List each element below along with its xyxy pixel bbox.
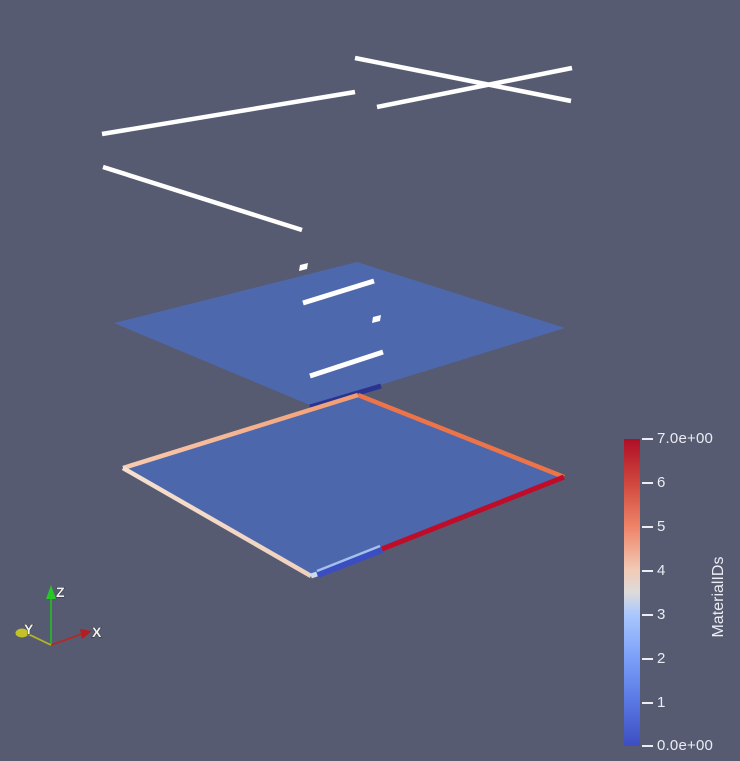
x-axis-line xyxy=(50,633,83,646)
floating-edge-lines xyxy=(101,55,573,233)
upper-plane-white-line xyxy=(302,278,375,306)
floating-edge-line xyxy=(376,65,573,110)
upper-plane-navy-edge xyxy=(309,383,382,410)
y-axis-arrow-icon xyxy=(15,628,29,638)
edge-salmon xyxy=(122,392,359,471)
y-axis-line xyxy=(27,633,52,646)
edge-pale-blue-tip xyxy=(310,571,318,579)
colorbar-tick-label: 0.0e+00 xyxy=(657,737,714,754)
floating-edge-line xyxy=(102,164,303,233)
colorbar-tick xyxy=(642,570,653,572)
colorbar-tick xyxy=(642,702,653,704)
edge-light-blue-highlight xyxy=(316,544,381,573)
floating-edge-line xyxy=(101,89,356,137)
upper-plane xyxy=(114,262,565,410)
edge-royal-blue xyxy=(316,547,384,578)
floating-edge-line xyxy=(354,55,572,104)
colorbar-tick xyxy=(642,526,653,528)
colorbar-tick xyxy=(642,614,653,616)
orientation-axes-widget: Z X Y xyxy=(15,584,102,646)
colorbar-gradient[interactable] xyxy=(624,439,640,746)
x-axis-label: X xyxy=(92,624,102,640)
lower-plane-surface xyxy=(123,395,564,576)
edge-orange xyxy=(357,392,565,480)
colorbar-tick xyxy=(642,482,653,484)
edge-crimson xyxy=(381,474,565,552)
upper-plane-dot xyxy=(299,263,308,271)
upper-plane-dot xyxy=(372,315,381,323)
colorbar-tick xyxy=(642,658,653,660)
colorbar-tick xyxy=(642,745,653,747)
lower-plane xyxy=(121,392,565,579)
colorbar-tick-label: 7.0e+00 xyxy=(657,430,714,447)
colorbar-tick-label: 4 xyxy=(657,562,666,579)
colorbar-tick-label: 2 xyxy=(657,650,666,667)
edge-cream xyxy=(121,466,313,578)
colorbar-title: MaterialIDs xyxy=(710,556,727,638)
colorbar-tick-label: 6 xyxy=(657,474,666,491)
colorbar-tick-label: 1 xyxy=(657,694,666,711)
upper-plane-surface xyxy=(114,262,565,406)
upper-plane-white-line xyxy=(309,349,384,379)
colorbar-tick-label: 5 xyxy=(657,518,666,535)
colorbar-tick xyxy=(642,438,653,440)
x-axis-arrow-icon xyxy=(80,629,92,639)
colorbar-tick-label: 3 xyxy=(657,606,666,623)
z-axis-arrow-icon xyxy=(46,585,56,599)
y-axis-label: Y xyxy=(24,621,34,637)
z-axis-label: Z xyxy=(56,584,65,600)
